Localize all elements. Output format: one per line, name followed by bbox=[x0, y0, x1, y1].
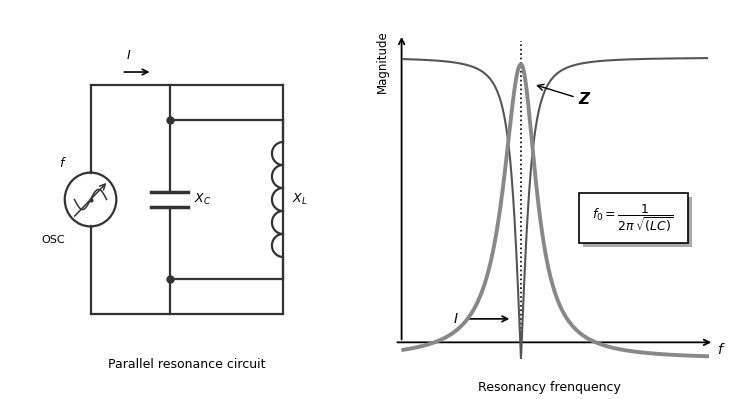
Text: $X_C$: $X_C$ bbox=[193, 192, 211, 207]
Text: $X_L$: $X_L$ bbox=[291, 192, 307, 207]
Text: $f_0 = \dfrac{1}{2\pi\,\sqrt{(LC)}}$: $f_0 = \dfrac{1}{2\pi\,\sqrt{(LC)}}$ bbox=[592, 202, 674, 234]
Text: Magnitude: Magnitude bbox=[376, 31, 388, 93]
Text: f: f bbox=[59, 157, 63, 170]
Text: Parallel resonance circuit: Parallel resonance circuit bbox=[108, 358, 265, 371]
Text: Resonancy frenquency: Resonancy frenquency bbox=[477, 381, 621, 394]
Text: I: I bbox=[454, 312, 458, 326]
Text: f: f bbox=[717, 343, 722, 357]
Text: I: I bbox=[126, 49, 130, 63]
Text: OSC: OSC bbox=[41, 235, 64, 245]
FancyBboxPatch shape bbox=[583, 197, 692, 247]
FancyBboxPatch shape bbox=[579, 193, 688, 243]
Text: Z: Z bbox=[537, 85, 589, 107]
